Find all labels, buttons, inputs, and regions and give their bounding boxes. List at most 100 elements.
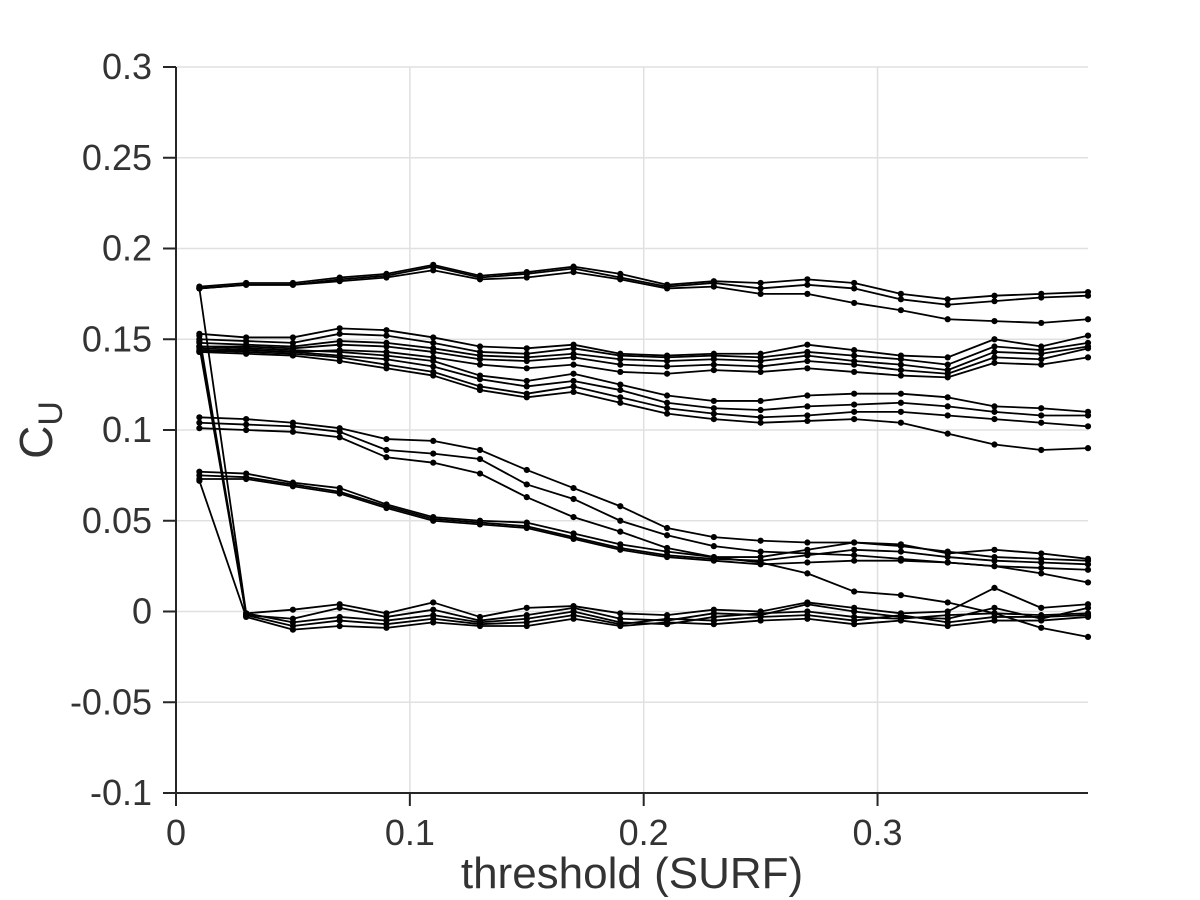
series-marker-low-2 [663,532,671,539]
series-marker-mid-4 [991,354,998,361]
series-line-zero-3 [198,340,1089,626]
series-marker-zero-5 [757,617,764,624]
y-tick-label: 0.1 [102,409,152,450]
series-marker-fall-2 [570,377,577,385]
series-marker-mid-4 [804,357,811,365]
series-marker-mid-1 [289,334,297,341]
series-line-zero-1 [198,288,1089,618]
series-marker-mid-4 [897,367,905,374]
series-line-zero-5 [198,480,1089,631]
series-marker-low-2 [336,428,343,435]
series-marker-top-2 [897,296,905,303]
x-axis-label: threshold (SURF) [460,849,804,898]
series-marker-top-2 [804,281,811,288]
series-marker-mid-4 [383,343,390,350]
series-marker-mid-5 [570,361,577,368]
series-marker-fall-4 [570,388,577,395]
series-marker-zero-5 [289,626,297,633]
series-marker-low-1 [991,546,998,553]
series-marker-top-1 [991,292,998,299]
series-marker-fall-4 [383,365,390,372]
series-marker-low-2 [523,481,530,488]
series-marker-lower-2 [1038,559,1045,566]
series-marker-lower-3 [617,546,624,553]
series-marker-top-2 [757,285,764,292]
series-marker-lower-2 [897,548,905,555]
series-marker-fall-2 [663,399,671,406]
series-marker-low-2 [757,548,764,555]
series-marker-lower-3 [243,475,250,483]
series-marker-top-2 [1084,292,1092,299]
series-marker-fall-2 [1084,412,1092,419]
series-marker-lower-3 [991,563,998,570]
series-marker-mid-1 [336,325,343,332]
series-marker-low-3 [944,599,951,606]
series-marker-lower-3 [523,524,530,532]
series-marker-mid-4 [851,361,858,368]
series-marker-mid-1 [523,345,530,352]
series-marker-lower-3 [897,557,905,564]
series-marker-zero-5 [430,619,437,626]
series-marker-zero-5 [991,617,998,624]
series-marker-fall-2 [383,356,390,363]
series-marker-low-2 [289,423,297,430]
series-marker-fall-4 [243,350,250,357]
series-marker-zero-5 [570,615,577,622]
series-marker-low-3 [804,570,811,577]
series-marker-low-3 [383,454,390,461]
series-marker-mid-4 [617,361,624,368]
series-marker-low-3 [289,428,297,435]
series-marker-mid-1 [944,354,951,361]
series-marker-zero-5 [710,621,717,628]
series-marker-low-1 [663,524,671,532]
series-marker-zero-5 [851,621,858,628]
series-marker-mid-5 [710,367,717,374]
series-marker-fall-4 [336,357,343,365]
series-line-top-2 [199,265,1089,306]
series-marker-low-2 [1084,579,1092,586]
series-marker-low-1 [710,533,717,541]
series-marker-mid-5 [663,370,671,377]
series-marker-low-1 [430,437,437,444]
series-marker-zero-2 [804,601,811,608]
series-marker-top-1 [804,276,811,283]
series-marker-low-2 [617,517,624,524]
series-marker-fall-3 [944,412,951,419]
series-marker-zero-1 [1038,604,1045,611]
series-marker-mid-2 [991,343,998,350]
series-marker-low-3 [851,588,858,595]
series-line-mid-2 [199,332,1089,366]
series-marker-low-3 [476,470,484,477]
series-marker-lower-1 [851,539,858,546]
series-marker-zero-5 [523,622,530,630]
series-marker-fall-4 [851,416,858,423]
series-line-lower-1 [199,470,1089,562]
series-marker-lower-3 [663,553,671,561]
series-marker-lower-1 [897,543,905,550]
y-axis-label: CU [9,401,71,459]
series-marker-mid-2 [336,330,343,337]
series-marker-zero-4 [336,617,343,624]
series-marker-fall-1 [804,392,811,399]
series-marker-zero-5 [944,622,951,630]
series-marker-fall-2 [991,408,998,415]
series-marker-lower-3 [944,559,951,566]
series-marker-fall-3 [757,414,764,421]
series-marker-low-2 [476,455,484,463]
series-marker-zero-3 [944,612,951,619]
series-line-fall-3 [199,349,1089,428]
series-marker-top-3 [243,281,250,288]
series-marker-zero-5 [617,622,624,630]
series-marker-mid-5 [476,361,484,368]
y-tick-label: 0.3 [102,46,152,87]
series-marker-mid-3 [757,357,764,365]
series-marker-mid-5 [897,372,905,379]
series-marker-lower-3 [710,557,717,564]
series-marker-mid-3 [804,352,811,359]
series-marker-lower-1 [804,546,811,553]
series-marker-fall-4 [617,399,624,406]
series-line-fall-1 [199,345,1089,413]
series-line-zero-2 [198,335,1089,622]
series-marker-low-2 [243,421,250,428]
